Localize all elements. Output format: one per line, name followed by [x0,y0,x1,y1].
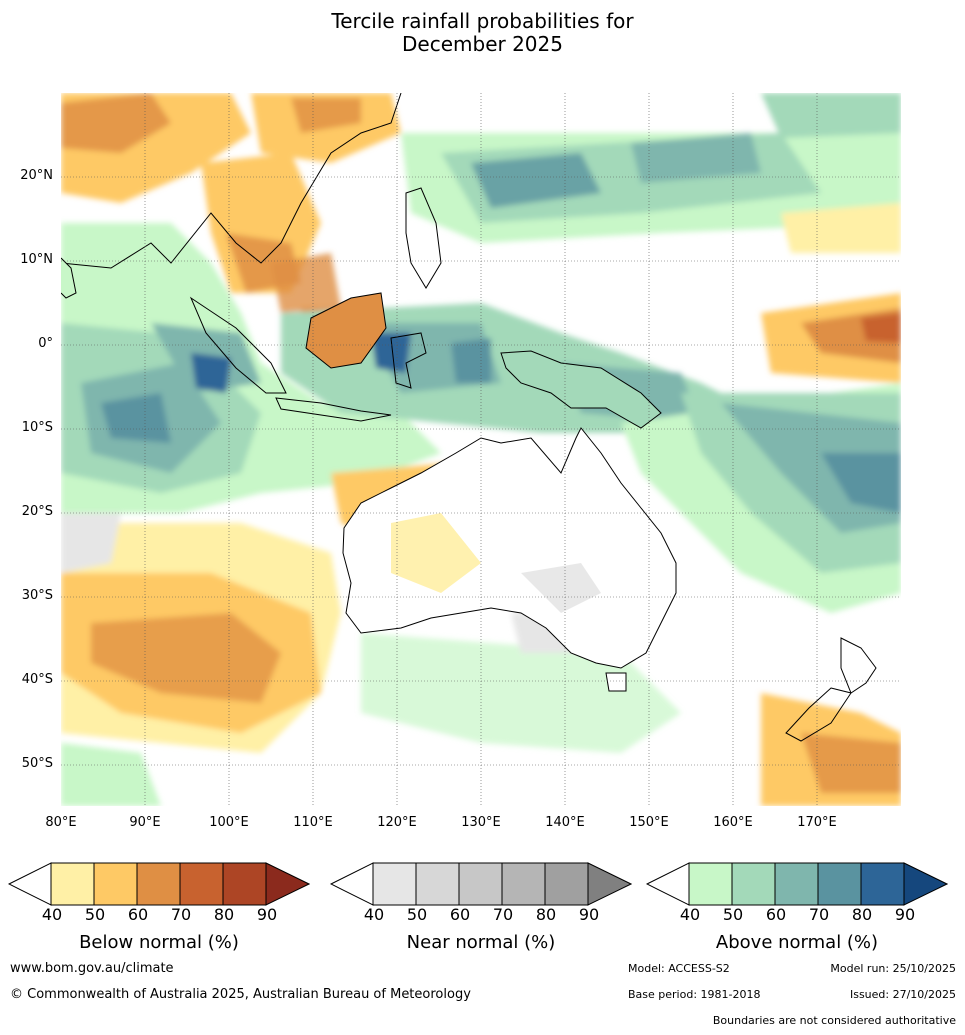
philippines [405,187,442,289]
below-tick: 80 [213,905,235,924]
swatch-above-80 [860,862,905,906]
colorbar-near-title: Near normal (%) [406,932,556,953]
map-canvas [61,93,901,806]
below-tick: 40 [41,905,63,924]
above-tick: 40 [679,905,701,924]
swatch-above-90 [903,862,948,906]
swatch-below-70 [179,862,224,906]
issued-date: Issued: 27/10/2025 [849,988,956,1001]
graticule [61,93,901,806]
swatch-below-80 [222,862,267,906]
base-period: Base period: 1981-2018 [628,988,761,1001]
near-tick: 40 [363,905,385,924]
swatch-above-50 [731,862,776,906]
lon-label-160e: 160°E [713,815,753,830]
lon-label-140e: 140°E [545,815,585,830]
below-tick: 50 [84,905,106,924]
website-link[interactable]: www.bom.gov.au/climate [10,961,174,976]
lon-label-150e: 150°E [629,815,669,830]
swatch-below-50 [93,862,138,906]
swatch-above-40 [688,862,733,906]
lon-label-170e: 170°E [797,815,837,830]
swatch-above-70 [817,862,862,906]
swatch-near-50 [415,862,460,906]
sumatra [189,296,287,394]
above-tick: 90 [894,905,916,924]
lon-label-130e: 130°E [461,815,501,830]
asia-coast [61,93,402,269]
below-tick: 60 [127,905,149,924]
colorbar-above-title: Above normal (%) [715,932,879,953]
above-tick: 50 [722,905,744,924]
swatch-above-60 [774,862,819,906]
swatch-near-90 [587,862,632,906]
lon-label-110e: 110°E [293,815,333,830]
india-tip [61,257,77,299]
model-name: Model: ACCESS-S2 [628,962,730,975]
title-line-1: Tercile rainfall probabilities for [331,9,634,33]
swatch-below-60 [136,862,181,906]
near-tick: 90 [578,905,600,924]
lat-label-10n: 10°N [20,252,53,267]
lat-label-20s: 20°S [21,504,53,519]
boundaries-disclaimer: Boundaries are not considered authoritat… [712,1014,956,1027]
lon-label-80e: 80°E [45,815,77,830]
australia-landmass [342,427,677,669]
near-tick: 50 [406,905,428,924]
colorbar-above-normal [646,862,948,906]
sulawesi [390,332,427,389]
swatch-below-40 [50,862,95,906]
swatch-near-60 [458,862,503,906]
colorbar-below-normal [8,862,310,906]
swatch-near-70 [501,862,546,906]
map-title: Tercile rainfall probabilities for Decem… [0,10,965,56]
borneo [305,292,387,369]
below-tick: 70 [170,905,192,924]
above-tick: 60 [765,905,787,924]
lat-label-40s: 40°S [21,672,53,687]
copyright-text: © Commonwealth of Australia 2025, Austra… [10,987,471,1002]
rainfall-probability-map [61,93,901,806]
above-tick: 70 [808,905,830,924]
above-tick: 80 [851,905,873,924]
new-guinea [500,350,662,429]
lon-label-100e: 100°E [209,815,249,830]
lon-label-120e: 120°E [377,815,417,830]
new-zealand-north [840,637,877,694]
new-zealand-south [785,687,852,742]
colorbar-below-title: Below normal (%) [79,932,239,953]
lat-label-0: 0° [38,336,53,351]
swatch-below-90 [265,862,310,906]
java [275,397,392,422]
swatch-near-80 [544,862,589,906]
near-tick: 70 [492,905,514,924]
title-line-2: December 2025 [402,32,563,56]
lat-label-30s: 30°S [21,588,53,603]
tasmania [605,672,627,692]
below-tick: 90 [256,905,278,924]
lat-label-20n: 20°N [20,168,53,183]
model-run-date: Model run: 25/10/2025 [830,962,956,975]
lon-label-90e: 90°E [129,815,161,830]
colorbar-near-normal [330,862,632,906]
near-tick: 80 [535,905,557,924]
lat-label-10s: 10°S [21,420,53,435]
near-tick: 60 [449,905,471,924]
lat-label-50s: 50°S [21,756,53,771]
swatch-near-40 [372,862,417,906]
